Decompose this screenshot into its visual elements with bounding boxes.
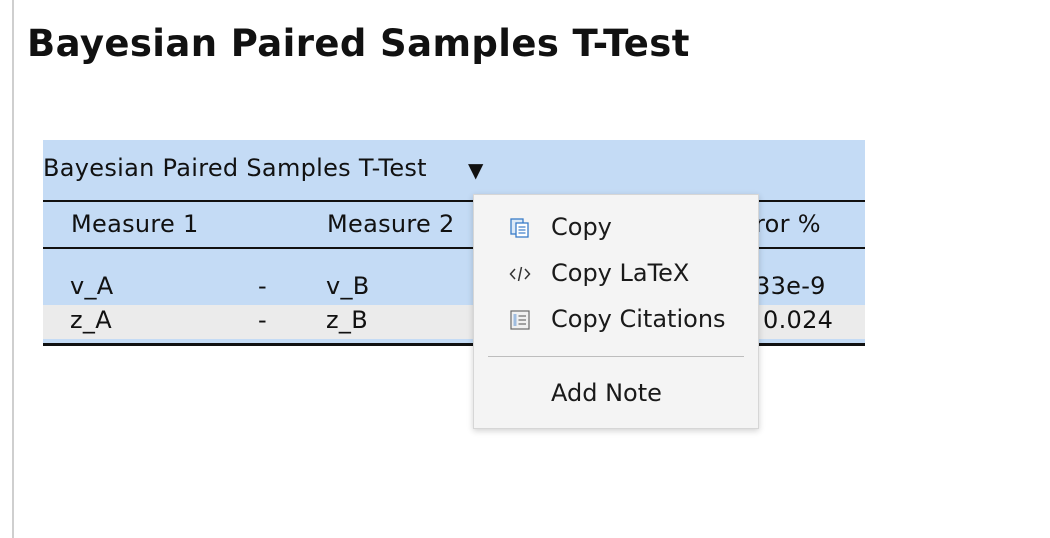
menu-item-add-note[interactable]: Add Note	[474, 374, 758, 414]
table-bottom-rule	[43, 339, 865, 346]
cell-measure-2: z_B	[326, 306, 368, 334]
dropdown-triangle-icon[interactable]: ▼	[468, 158, 484, 182]
cell-error: 0.024	[763, 306, 834, 334]
menu-separator	[488, 356, 744, 357]
column-header-error: ror %	[755, 210, 821, 238]
cell-measure-1: v_A	[70, 272, 114, 300]
column-header-measure-2: Measure 2	[327, 210, 455, 238]
table-title[interactable]: Bayesian Paired Samples T-Test	[43, 154, 427, 182]
menu-item-copy[interactable]: Copy	[474, 208, 758, 248]
cell-separator: -	[258, 306, 267, 334]
page-title: Bayesian Paired Samples T-Test	[27, 22, 690, 65]
menu-item-copy-latex[interactable]: Copy LaTeX	[474, 254, 758, 294]
menu-item-label: Copy Citations	[551, 305, 726, 333]
left-border	[12, 0, 14, 538]
citations-icon	[509, 309, 531, 331]
table-title-row: Bayesian Paired Samples T-Test ▼	[43, 140, 865, 200]
menu-item-copy-citations[interactable]: Copy Citations	[474, 300, 758, 340]
menu-item-label: Copy LaTeX	[551, 259, 690, 287]
cell-measure-1: z_A	[70, 306, 112, 334]
code-icon	[509, 263, 531, 285]
copy-icon	[509, 217, 531, 239]
column-header-measure-1: Measure 1	[71, 210, 199, 238]
menu-item-label: Add Note	[551, 379, 662, 407]
cell-separator: -	[258, 272, 267, 300]
menu-item-label: Copy	[551, 213, 612, 241]
context-menu: Copy Copy LaTeX	[473, 194, 759, 429]
cell-measure-2: v_B	[326, 272, 370, 300]
cell-error: 33e-9	[755, 272, 826, 300]
